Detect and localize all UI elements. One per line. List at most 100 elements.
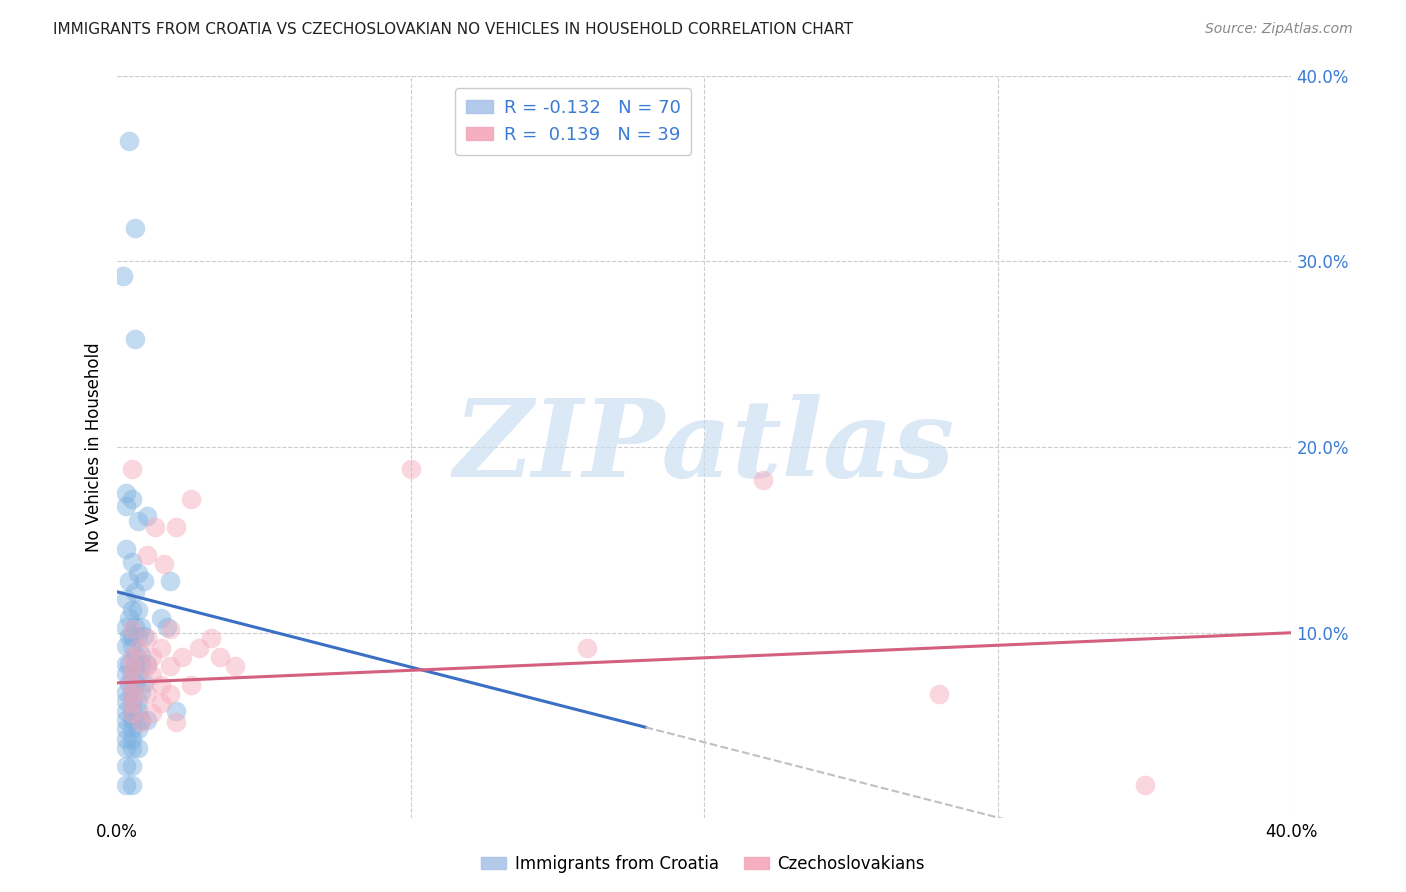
Point <box>121 462 143 476</box>
Point <box>180 678 202 692</box>
Point <box>129 713 152 727</box>
Point <box>150 678 173 692</box>
Point <box>121 678 143 692</box>
Point <box>135 713 157 727</box>
Point <box>115 723 138 737</box>
Point <box>124 220 146 235</box>
Point <box>1133 778 1156 792</box>
Point <box>124 676 146 690</box>
Point <box>141 706 163 720</box>
Point <box>159 659 181 673</box>
Point <box>121 696 143 710</box>
Point <box>115 620 138 634</box>
Point <box>129 685 152 699</box>
Legend: R = -0.132   N = 70, R =  0.139   N = 39: R = -0.132 N = 70, R = 0.139 N = 39 <box>456 88 692 155</box>
Point <box>115 713 138 727</box>
Point <box>121 778 143 792</box>
Point <box>928 687 950 701</box>
Point <box>121 666 143 681</box>
Point <box>127 603 149 617</box>
Point <box>115 694 138 708</box>
Point <box>121 694 143 708</box>
Point <box>399 462 422 476</box>
Point <box>121 603 143 617</box>
Point <box>115 657 138 672</box>
Point <box>224 659 246 673</box>
Text: IMMIGRANTS FROM CROATIA VS CZECHOSLOVAKIAN NO VEHICLES IN HOUSEHOLD CORRELATION : IMMIGRANTS FROM CROATIA VS CZECHOSLOVAKI… <box>53 22 853 37</box>
Point <box>115 685 138 699</box>
Point <box>115 731 138 746</box>
Point <box>115 666 138 681</box>
Point <box>121 706 143 720</box>
Point <box>121 740 143 755</box>
Point <box>121 685 143 699</box>
Point <box>135 548 157 562</box>
Point <box>121 687 143 701</box>
Text: ZIPatlas: ZIPatlas <box>454 394 955 500</box>
Point <box>159 622 181 636</box>
Point <box>124 620 146 634</box>
Point <box>115 778 138 792</box>
Point <box>121 639 143 653</box>
Point <box>121 555 143 569</box>
Point <box>121 759 143 773</box>
Point <box>132 676 155 690</box>
Point <box>141 668 163 682</box>
Point <box>165 714 187 729</box>
Point <box>115 740 138 755</box>
Point <box>121 491 143 506</box>
Point <box>121 622 143 636</box>
Point <box>127 666 149 681</box>
Point <box>135 659 157 673</box>
Point <box>118 611 141 625</box>
Point <box>115 759 138 773</box>
Point <box>208 649 231 664</box>
Point <box>127 566 149 581</box>
Point <box>115 500 138 514</box>
Point <box>150 611 173 625</box>
Point <box>127 704 149 718</box>
Point <box>165 520 187 534</box>
Point <box>135 657 157 672</box>
Point <box>121 723 143 737</box>
Point <box>112 269 135 284</box>
Point <box>115 542 138 557</box>
Point <box>165 704 187 718</box>
Point <box>127 514 149 528</box>
Point <box>127 723 149 737</box>
Point <box>127 640 149 655</box>
Legend: Immigrants from Croatia, Czechoslovakians: Immigrants from Croatia, Czechoslovakian… <box>475 848 931 880</box>
Point <box>127 694 149 708</box>
Point <box>159 574 181 588</box>
Point <box>124 648 146 662</box>
Point <box>170 649 193 664</box>
Point <box>127 740 149 755</box>
Point <box>129 657 152 672</box>
Point <box>124 657 146 672</box>
Point <box>115 639 138 653</box>
Point <box>143 520 166 534</box>
Point <box>118 134 141 148</box>
Point <box>132 574 155 588</box>
Point <box>115 486 138 500</box>
Point <box>135 508 157 523</box>
Text: Source: ZipAtlas.com: Source: ZipAtlas.com <box>1205 22 1353 37</box>
Point <box>124 585 146 599</box>
Point <box>150 640 173 655</box>
Point <box>129 620 152 634</box>
Point <box>132 629 155 643</box>
Point <box>200 632 222 646</box>
Point <box>159 687 181 701</box>
Point <box>121 704 143 718</box>
Point <box>118 574 141 588</box>
Point <box>135 687 157 701</box>
Point <box>121 731 143 746</box>
Point <box>180 491 202 506</box>
Point <box>129 648 152 662</box>
Point <box>121 713 143 727</box>
Point <box>115 592 138 607</box>
Point <box>121 629 143 643</box>
Point <box>121 668 143 682</box>
Point <box>150 696 173 710</box>
Point <box>124 332 146 346</box>
